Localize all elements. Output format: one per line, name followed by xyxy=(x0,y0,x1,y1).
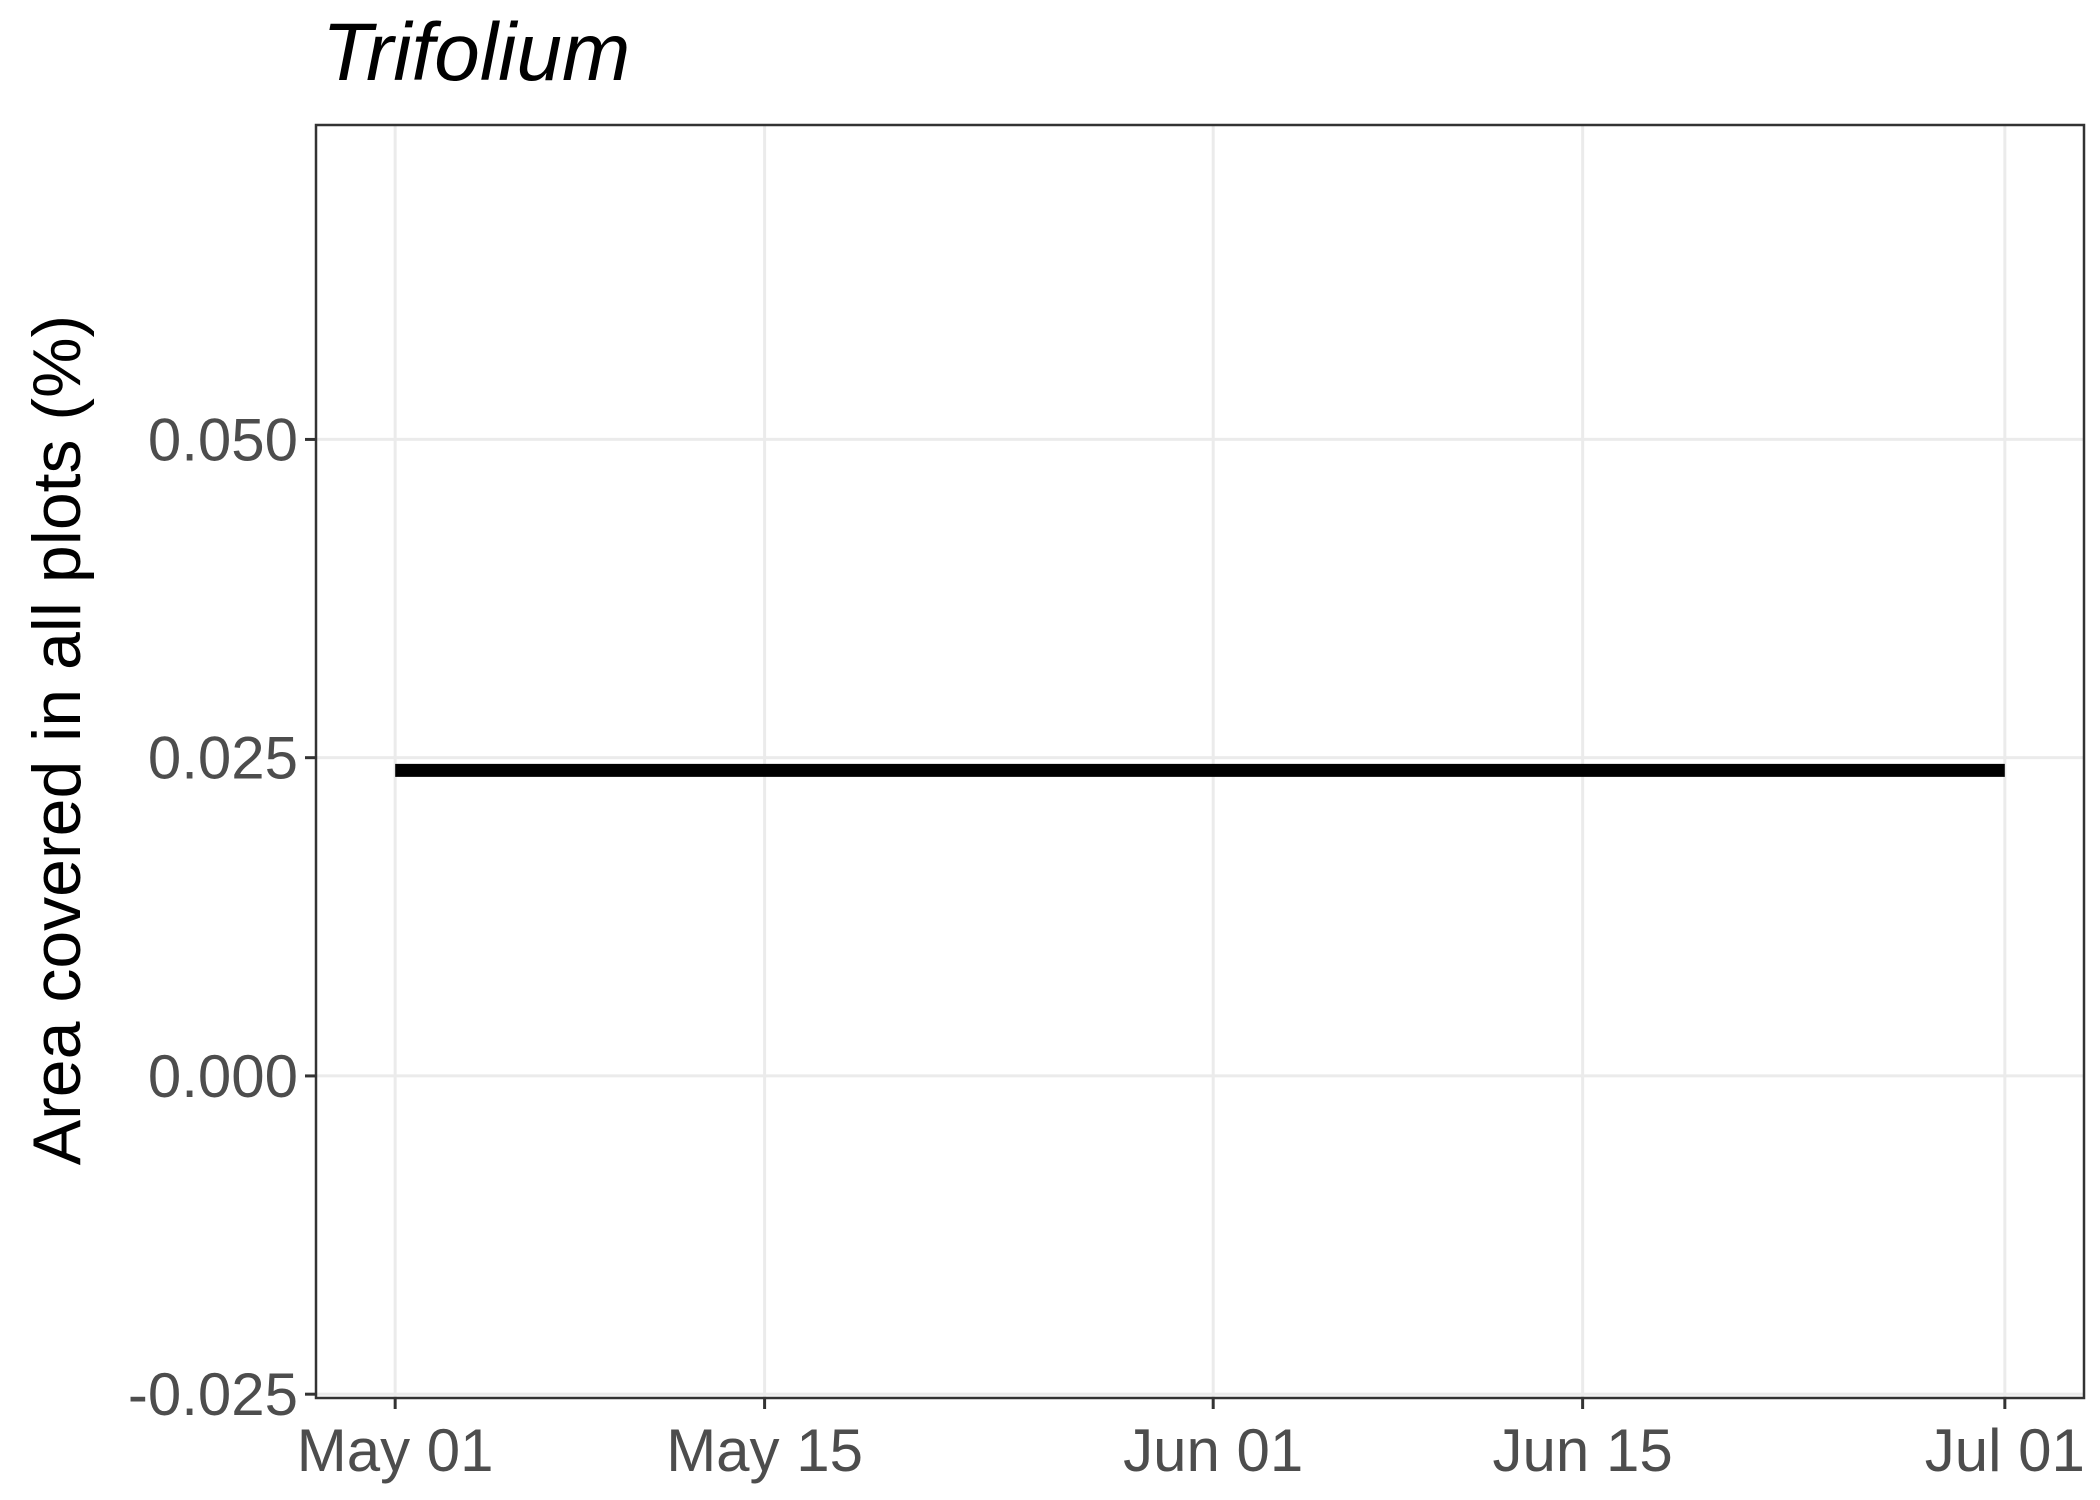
gridlines xyxy=(316,125,2084,1398)
x-tick-label: May 01 xyxy=(297,1417,494,1484)
x-tick-label: Jun 01 xyxy=(1123,1417,1303,1484)
y-axis-label: Area covered in all plots (%) xyxy=(19,315,95,1165)
y-tick-label: -0.025 xyxy=(128,1361,298,1428)
x-tick-label: Jun 15 xyxy=(1493,1417,1673,1484)
y-tick-label: 0.000 xyxy=(148,1043,298,1110)
axes: -0.025 0.000 0.025 0.050 May 01 May 15 Jun 01 J… xyxy=(128,406,2085,1484)
plot-panel-border xyxy=(314,123,2086,1400)
x-tick-label: May 15 xyxy=(666,1417,863,1484)
chart-title: Trifolium xyxy=(322,7,630,98)
y-tick-label: 0.025 xyxy=(148,725,298,792)
y-tick-label: 0.050 xyxy=(148,406,298,473)
x-tick-label: Jul 01 xyxy=(1925,1417,2085,1484)
